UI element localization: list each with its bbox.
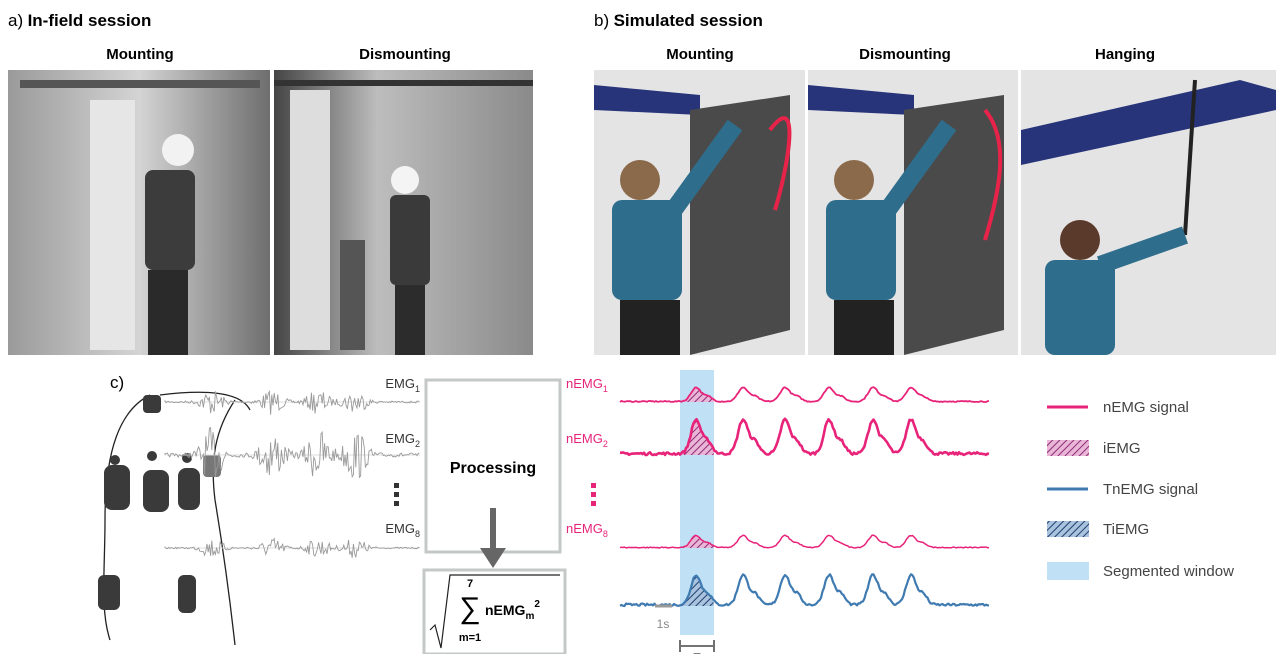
raw-signal xyxy=(165,391,419,414)
panel-label: b) xyxy=(594,11,609,30)
sum-sign: ∑ xyxy=(459,592,480,625)
channel-label: EMG8 xyxy=(385,521,420,539)
channel-name: EMG xyxy=(385,521,415,536)
illustration xyxy=(594,70,805,355)
channel-name: EMG xyxy=(385,376,415,391)
envelope-signal xyxy=(620,419,989,455)
envelope-signal xyxy=(620,574,989,606)
ellipsis xyxy=(591,483,596,506)
caption: Mounting xyxy=(666,46,733,63)
channel-sub: 1 xyxy=(603,384,608,394)
channel-sub: 1 xyxy=(415,384,420,394)
caption: Dismounting xyxy=(359,46,451,63)
panel-label: a) xyxy=(8,11,23,30)
panel-title: In-field session xyxy=(28,11,152,30)
channel-label: EMG1 xyxy=(385,376,420,394)
scale-label: 1s xyxy=(657,617,670,631)
channel-name: nEMG xyxy=(566,376,603,391)
figure: a) In-field session Mounting Dismounting… xyxy=(0,0,1276,654)
legend-key xyxy=(1047,521,1089,537)
channel-sub: 2 xyxy=(603,439,608,449)
photo xyxy=(8,70,270,355)
legend-key xyxy=(1047,562,1089,580)
panel-label: c) xyxy=(110,373,124,392)
body-outline xyxy=(98,392,250,645)
panel-label: a) In-field session xyxy=(8,11,151,30)
processing-label: Processing xyxy=(450,460,536,477)
caption: Dismounting xyxy=(859,46,951,63)
channel-sub: 8 xyxy=(415,529,420,539)
ellipsis xyxy=(394,483,399,506)
photo xyxy=(274,70,533,355)
caption: Hanging xyxy=(1095,46,1155,63)
sum-lower: m=1 xyxy=(459,632,481,644)
channel-sub: 2 xyxy=(415,439,420,449)
legend-label: TiEMG xyxy=(1103,521,1149,538)
term-sub: m xyxy=(525,611,534,622)
legend-label: nEMG signal xyxy=(1103,399,1189,416)
legend-label: Segmented window xyxy=(1103,563,1234,580)
legend: nEMG signal iEMG TnEMG signal TiEMG Segm… xyxy=(1047,399,1234,580)
illustration xyxy=(808,70,1018,355)
channel-name: nEMG xyxy=(566,431,603,446)
envelope-signal xyxy=(620,387,989,402)
arrow-head xyxy=(480,548,506,568)
term-sup: 2 xyxy=(534,599,540,610)
panel-title: Simulated session xyxy=(614,11,763,30)
panel-label: b) Simulated session xyxy=(594,11,763,30)
envelope-signal xyxy=(620,535,989,548)
sum-upper: 7 xyxy=(467,578,473,590)
legend-label: TnEMG signal xyxy=(1103,481,1198,498)
raw-signals xyxy=(165,391,420,557)
normalized-signals xyxy=(620,387,989,606)
legend-label: iEMG xyxy=(1103,440,1141,457)
channel-label: nEMG8 xyxy=(566,521,608,539)
legend-key xyxy=(1047,440,1089,456)
caption: Mounting xyxy=(106,46,173,63)
channel-sub: 8 xyxy=(603,529,608,539)
channel-label: EMG2 xyxy=(385,431,420,449)
term: nEMG xyxy=(485,602,526,618)
channel-label: nEMG2 xyxy=(566,431,608,449)
channel-label: nEMG1 xyxy=(566,376,608,394)
illustration xyxy=(1021,70,1276,355)
channel-name: EMG xyxy=(385,431,415,446)
channel-name: nEMG xyxy=(566,521,603,536)
